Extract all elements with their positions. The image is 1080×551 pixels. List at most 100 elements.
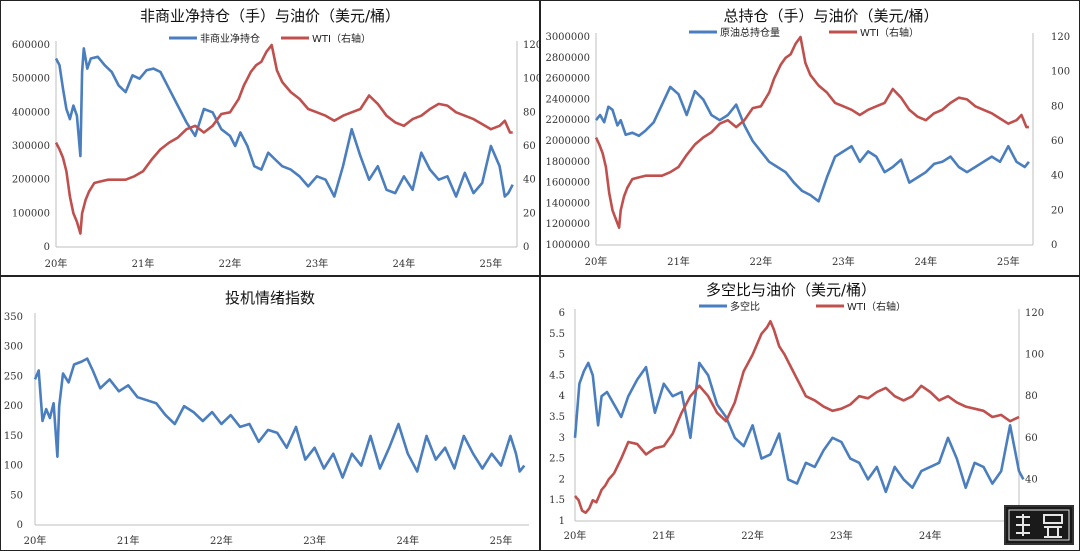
y-tick-label-left: 3.5 <box>549 412 565 423</box>
y-tick-label-left: 350 <box>4 312 23 323</box>
y-tick-label-left: 600000 <box>12 40 50 51</box>
y-tick-label-right: 40 <box>523 175 536 186</box>
y-tick-label-left: 1000000 <box>545 240 590 251</box>
plot-area: 0 50 100 150 200 250 300 350 20年 21年 22年 23年 24年 25年 <box>4 312 529 547</box>
y-tick-label-left: 200000 <box>12 175 50 186</box>
y-tick-label-left: 1200000 <box>545 219 590 230</box>
y-tick-label-right: 120 <box>1025 308 1044 319</box>
y-tick-label-left: 3 <box>559 433 565 444</box>
y-tick-label-left: 2200000 <box>545 115 590 126</box>
y-tick-label-right: 100 <box>523 74 539 85</box>
chart-sentiment-index: 投机情绪指数 0 50 100 150 200 250 300 350 20年 21年 22年 23年… <box>4 289 529 547</box>
series-line-primary <box>594 85 1030 203</box>
x-tick-label: 23年 <box>832 255 855 268</box>
x-tick-label: 20年 <box>24 534 47 547</box>
series-line-wti <box>54 43 513 235</box>
y-tick-label-right: 100 <box>1051 67 1070 78</box>
x-tick-label: 21年 <box>652 529 675 542</box>
chart-title: 投机情绪指数 <box>225 289 315 307</box>
y-tick-label-right: 60 <box>1051 136 1064 147</box>
plot-area: 0 100000 200000 300000 400000 500000 600000 0 20… <box>12 40 539 270</box>
y-tick-label-right: 120 <box>523 40 539 51</box>
y-tick-label-left: 100 <box>4 461 23 472</box>
legend: 原油总持仓量 WTI（右轴） <box>689 26 919 39</box>
series-line-primary <box>573 361 1025 494</box>
x-tick-label: 23年 <box>830 529 853 542</box>
y-tick-label-left: 6 <box>559 308 565 319</box>
watermark-logo <box>1004 505 1074 545</box>
chart-title: 非商业净持仓（手）与油价（美元/桶） <box>140 7 400 25</box>
y-tick-label-right: 40 <box>1051 171 1064 182</box>
y-tick-label-left: 1600000 <box>545 178 590 189</box>
y-tick-label-left: 500000 <box>12 74 50 85</box>
x-tick-label: 22年 <box>750 255 773 268</box>
y-tick-label-left: 2400000 <box>545 94 590 105</box>
y-tick-label-right: 80 <box>523 107 536 118</box>
panel-long-short-ratio: 多空比与油价（美元/桶） 多空比 WTI（右轴） 1 1.5 2 2.5 3 3.5 4 4.… <box>540 276 1080 551</box>
y-tick-label-left: 0 <box>44 242 50 253</box>
y-tick-label-left: 2600000 <box>545 74 590 85</box>
y-tick-label-left: 0 <box>17 520 23 531</box>
y-tick-label-right: 60 <box>523 141 536 152</box>
legend-label-wti: WTI（右轴） <box>847 300 906 313</box>
legend: 非商业净持仓 WTI（右轴） <box>169 32 371 45</box>
y-tick-label-right: 120 <box>1051 32 1070 43</box>
x-tick-label: 22年 <box>210 534 233 547</box>
legend-label-open-interest: 原油总持仓量 <box>720 26 780 39</box>
x-tick-label: 20年 <box>585 255 608 268</box>
x-tick-label: 20年 <box>45 257 68 270</box>
x-tick-label: 24年 <box>396 534 419 547</box>
y-tick-label-left: 5 <box>559 350 565 361</box>
y-tick-label-left: 1 <box>559 516 565 527</box>
chart-open-interest: 总持仓（手）与油价（美元/桶） 原油总持仓量 WTI（右轴） 1000000 12… <box>545 7 1070 268</box>
y-tick-label-right: 0 <box>1051 240 1057 251</box>
x-tick-label: 23年 <box>306 257 329 270</box>
plot-area: 1000000 1200000 1400000 1600000 1800000 20000… <box>545 32 1070 268</box>
legend-label-ratio: 多空比 <box>730 300 760 313</box>
y-tick-label-right: 20 <box>523 208 536 219</box>
chart-title: 多空比与油价（美元/桶） <box>706 281 876 299</box>
legend-label-net-position: 非商业净持仓 <box>200 32 260 45</box>
y-tick-label-left: 100000 <box>12 208 50 219</box>
y-tick-label-left: 150 <box>4 431 23 442</box>
series-line-primary <box>54 47 514 198</box>
y-tick-label-right: 80 <box>1025 391 1038 402</box>
y-tick-label-left: 4.5 <box>549 370 565 381</box>
x-tick-label: 21年 <box>667 255 690 268</box>
y-tick-label-left: 2800000 <box>545 53 590 64</box>
y-tick-label-right: 0 <box>523 242 529 253</box>
x-tick-label: 24年 <box>393 257 416 270</box>
panel-net-position: 非商业净持仓（手）与油价（美元/桶） 非商业净持仓 WTI（右轴） 0 10000… <box>0 0 540 276</box>
x-tick-label: 23年 <box>303 534 326 547</box>
y-tick-label-right: 40 <box>1025 474 1038 485</box>
x-tick-label: 24年 <box>919 529 942 542</box>
x-tick-label: 21年 <box>117 534 140 547</box>
x-tick-label: 24年 <box>914 255 937 268</box>
logo-mark <box>1008 509 1070 541</box>
chart-long-short-ratio: 多空比与油价（美元/桶） 多空比 WTI（右轴） 1 1.5 2 2.5 3 3.5 4 4.… <box>549 281 1044 542</box>
x-tick-label: 25年 <box>490 534 513 547</box>
y-tick-label-right: 80 <box>1051 101 1064 112</box>
x-tick-label: 22年 <box>741 529 764 542</box>
x-tick-label: 25年 <box>480 257 503 270</box>
legend: 多空比 WTI（右轴） <box>699 300 906 313</box>
x-tick-label: 21年 <box>132 257 155 270</box>
y-tick-label-left: 5.5 <box>549 329 565 340</box>
y-tick-label-left: 300000 <box>12 141 50 152</box>
y-tick-label-left: 250 <box>4 371 23 382</box>
y-tick-label-left: 2000000 <box>545 136 590 147</box>
chart-net-position: 非商业净持仓（手）与油价（美元/桶） 非商业净持仓 WTI（右轴） 0 10000… <box>12 7 539 270</box>
series-line-primary <box>33 357 526 479</box>
panel-open-interest: 总持仓（手）与油价（美元/桶） 原油总持仓量 WTI（右轴） 1000000 12… <box>540 0 1080 276</box>
y-tick-label-left: 50 <box>10 490 23 501</box>
x-tick-label: 25年 <box>997 255 1020 268</box>
y-tick-label-left: 1800000 <box>545 157 590 168</box>
series-line-wti <box>574 319 1020 514</box>
y-tick-label-left: 2.5 <box>549 454 565 465</box>
y-tick-label-left: 1.5 <box>549 495 565 506</box>
x-tick-label: 22年 <box>219 257 242 270</box>
plot-area: 11.522.533.544.555.562040608010012020年21… <box>549 308 1044 542</box>
y-tick-label-right: 60 <box>1025 433 1038 444</box>
y-tick-label-left: 3000000 <box>545 32 590 43</box>
y-tick-label-left: 300 <box>4 342 23 353</box>
